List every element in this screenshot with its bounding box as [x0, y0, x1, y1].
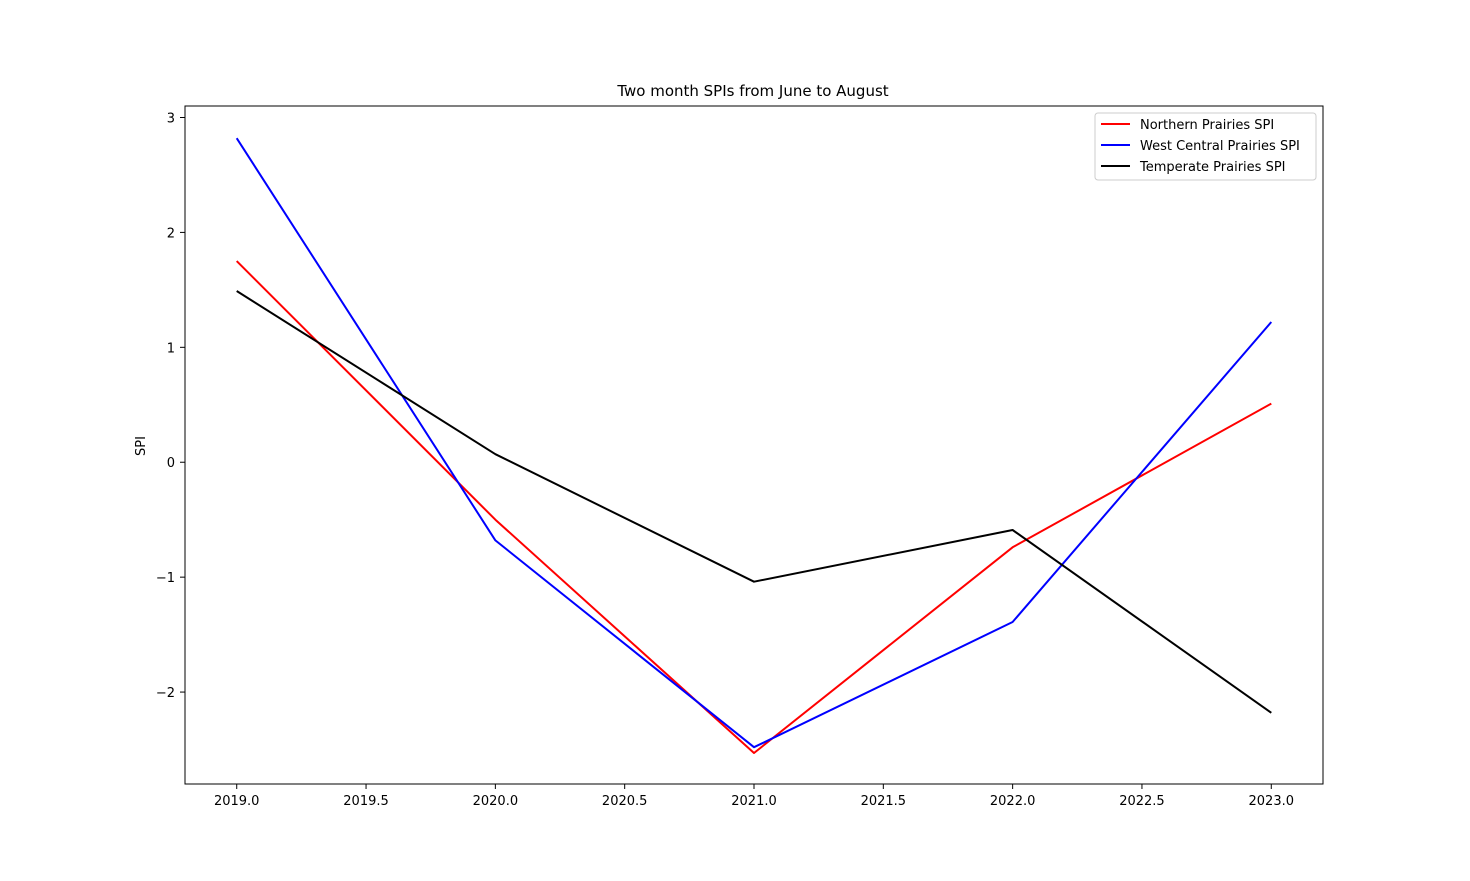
plot-area: 2019.0 2019.5 2020.0 2020.5 2021.0 2021.5 2022…	[156, 105, 1324, 809]
series-line-2	[235, 137, 1273, 749]
x-tick-label: 2019.0	[214, 794, 260, 809]
y-tick-label: −2	[156, 686, 175, 701]
y-tick-label: 2	[167, 226, 175, 241]
y-tick-label: 0	[167, 456, 175, 471]
x-tick-label: 2023.0	[1249, 794, 1295, 809]
legend-label-1: Northern Prairies SPI	[1140, 118, 1274, 133]
y-tick-label: 1	[167, 341, 175, 356]
legend-label-2: West Central Prairies SPI	[1140, 139, 1300, 154]
y-tick-label: 3	[167, 111, 175, 126]
x-tick-label: 2022.0	[990, 794, 1036, 809]
chart-title: Two month SPIs from June to August	[616, 82, 888, 100]
y-axis-label: SPI	[134, 436, 149, 456]
x-tick-label: 2021.0	[731, 794, 777, 809]
series-line-3	[236, 290, 1272, 714]
x-tick-label: 2022.5	[1119, 794, 1165, 809]
legend-box	[1094, 112, 1317, 181]
x-tick-label: 2021.5	[861, 794, 907, 809]
plot-frame	[184, 105, 1324, 785]
x-tick-label: 2020.5	[602, 794, 648, 809]
legend-label-3: Temperate Prairies SPI	[1139, 160, 1286, 175]
series-line-1	[235, 260, 1272, 754]
y-tick-label: −1	[156, 571, 175, 586]
x-tick-label: 2019.5	[343, 794, 389, 809]
x-tick-label: 2020.0	[473, 794, 519, 809]
